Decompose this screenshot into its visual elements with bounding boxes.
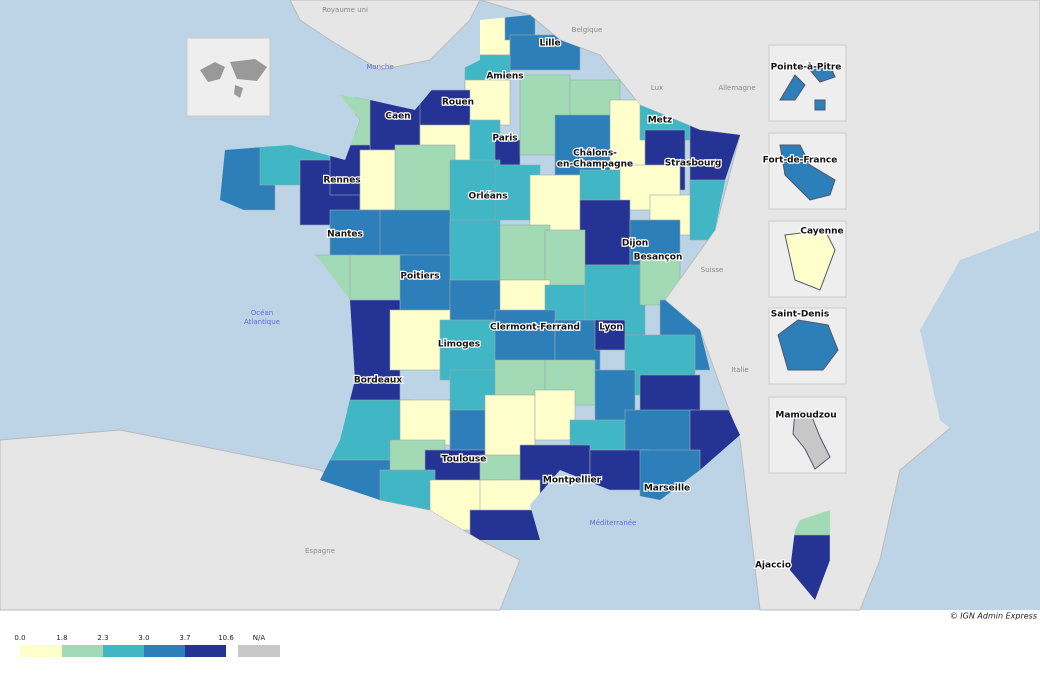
- country-label: Royaume uni: [322, 6, 368, 14]
- land-uk: [289, 0, 481, 71]
- city-label: Nantes: [327, 230, 363, 240]
- department: [399, 254, 451, 321]
- legend-tick: 10.6: [218, 634, 234, 642]
- department: [544, 229, 586, 291]
- legend: 0.0 1.8 2.3 3.0 3.7 10.6 N/A: [14, 634, 280, 657]
- inset-box: [768, 44, 847, 122]
- city-label: Caen: [385, 112, 410, 122]
- department: [534, 389, 576, 441]
- inset-shape: [779, 144, 836, 201]
- sea-label: Méditerranée: [590, 519, 637, 527]
- world-shape: [200, 59, 267, 98]
- city-label: Clermont-Ferrand: [490, 323, 580, 333]
- city-label: Toulouse: [442, 455, 487, 465]
- inset-label: Fort-de-France: [763, 156, 838, 166]
- country-label: Italie: [731, 366, 748, 374]
- city-label: Orléans: [468, 191, 507, 202]
- city-label: en-Champagne: [557, 160, 633, 170]
- city-label: Châlons-: [573, 149, 617, 159]
- city-label: Strasbourg: [665, 159, 722, 169]
- city-label: Limoges: [438, 340, 480, 350]
- inset-label: Mamoudzou: [775, 411, 836, 421]
- inset-label: Saint-Denis: [771, 310, 830, 320]
- city-label: Dijon: [622, 239, 648, 249]
- legend-tick: 3.0: [138, 634, 149, 642]
- legend-tick: 2.3: [97, 634, 108, 642]
- city-label: Rouen: [442, 98, 474, 108]
- legend-na-label: N/A: [253, 634, 266, 642]
- department: [449, 159, 501, 221]
- country-label: Allemagne: [718, 84, 755, 92]
- country-label: Belgique: [572, 26, 603, 34]
- legend-swatch: [20, 645, 62, 657]
- city-label: Lille: [539, 39, 560, 49]
- city-label: Lyon: [599, 323, 623, 333]
- city-label: Montpellier: [543, 476, 602, 486]
- department: [554, 114, 616, 176]
- sea-label: Océan: [251, 309, 273, 317]
- department: [594, 319, 626, 351]
- city-label: Paris: [492, 134, 517, 144]
- inset-shape: [784, 229, 836, 291]
- sea-label: Manche: [366, 63, 393, 71]
- sea-adriatic: [920, 230, 1040, 480]
- legend-swatch: [185, 645, 226, 657]
- department: [449, 219, 501, 291]
- legend-swatch: [144, 645, 185, 657]
- city-label: Besançon: [634, 253, 683, 263]
- legend-tick: 1.8: [56, 634, 67, 642]
- legend-tick: 0.0: [14, 634, 25, 642]
- department: [579, 199, 631, 266]
- credit: © IGN Admin Express: [950, 612, 1037, 621]
- inset-shape: [779, 64, 836, 111]
- legend-swatch: [62, 645, 103, 657]
- country-label: Espagne: [305, 547, 335, 555]
- city-label: Bordeaux: [354, 376, 403, 386]
- department: [349, 254, 406, 306]
- department: [359, 149, 401, 211]
- city-label: Marseille: [644, 484, 690, 494]
- inset-label: Pointe-à-Pitre: [771, 63, 842, 73]
- city-label: Metz: [648, 116, 673, 126]
- inset-shape: [777, 319, 839, 371]
- inset-shape: [792, 411, 831, 470]
- inset-label: Cayenne: [800, 227, 843, 237]
- department: [639, 374, 701, 416]
- city-label: Poitiers: [400, 272, 439, 282]
- country-label: Suisse: [701, 266, 723, 274]
- city-label: Ajaccio: [755, 561, 791, 571]
- department: [464, 79, 511, 126]
- city-label: Rennes: [323, 176, 360, 186]
- legend-swatch: [103, 645, 144, 657]
- city-label: Amiens: [486, 72, 523, 82]
- department: [399, 399, 451, 446]
- insets: [768, 44, 847, 474]
- sea-label: Atlantique: [244, 318, 280, 326]
- labels: Pointe-à-Pitre Fort-de-France Cayenne Saint…: [244, 6, 845, 572]
- legend-tick: 3.7: [179, 634, 190, 642]
- legend-na-swatch: [238, 645, 280, 657]
- country-label: Lux: [651, 84, 663, 92]
